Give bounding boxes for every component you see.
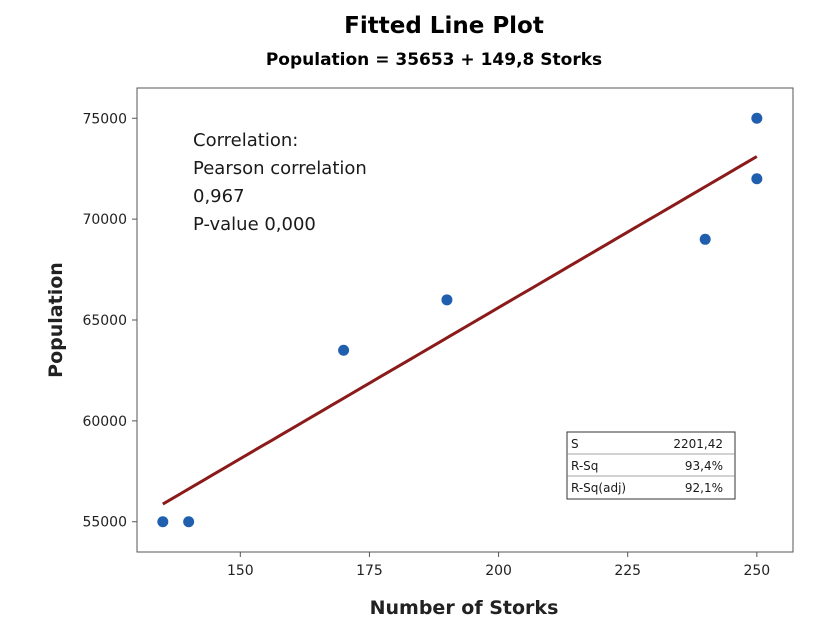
stats-table: S 2201,42 R-Sq 93,4% R-Sq(adj) 92,1%	[566, 431, 736, 500]
x-tick-label: 250	[743, 563, 770, 579]
chart-subtitle: Population = 35653 + 149,8 Storks	[266, 50, 602, 70]
y-axis-label: Population	[45, 262, 67, 378]
x-axis-label: Number of Storks	[370, 597, 559, 619]
data-point	[183, 516, 195, 528]
y-tick-label: 65000	[82, 313, 127, 329]
data-point	[338, 344, 350, 356]
y-tick-label: 70000	[82, 212, 127, 228]
x-tick-label: 175	[356, 563, 383, 579]
annotation-line: Correlation:	[193, 130, 298, 151]
y-axis: 55000 60000 65000 70000 75000	[82, 111, 137, 531]
data-point	[751, 173, 763, 185]
stat-label: R-Sq	[571, 459, 598, 473]
data-point	[699, 233, 711, 245]
data-points	[157, 112, 763, 528]
x-tick-label: 200	[485, 563, 512, 579]
annotation-line: Pearson correlation	[193, 158, 367, 179]
stat-value: 2201,42	[673, 437, 723, 451]
data-point	[441, 294, 453, 306]
chart-title: Fitted Line Plot	[344, 13, 544, 39]
annotation-line: P-value 0,000	[193, 214, 316, 235]
y-tick-label: 55000	[82, 515, 127, 531]
stat-value: 93,4%	[685, 459, 723, 473]
stat-value: 92,1%	[685, 481, 723, 495]
data-point	[751, 112, 763, 124]
data-point	[157, 516, 169, 528]
correlation-annotation: Correlation: Pearson correlation 0,967 P…	[193, 130, 367, 235]
annotation-line: 0,967	[193, 186, 245, 207]
y-tick-label: 75000	[82, 111, 127, 127]
x-tick-label: 225	[614, 563, 641, 579]
x-tick-label: 150	[227, 563, 254, 579]
x-axis: 150 175 200 225 250	[227, 552, 770, 579]
stats-box	[566, 431, 736, 500]
stat-label: R-Sq(adj)	[571, 481, 626, 495]
stat-label: S	[571, 437, 579, 451]
fitted-regression-line	[162, 155, 758, 506]
y-tick-label: 60000	[82, 414, 127, 430]
